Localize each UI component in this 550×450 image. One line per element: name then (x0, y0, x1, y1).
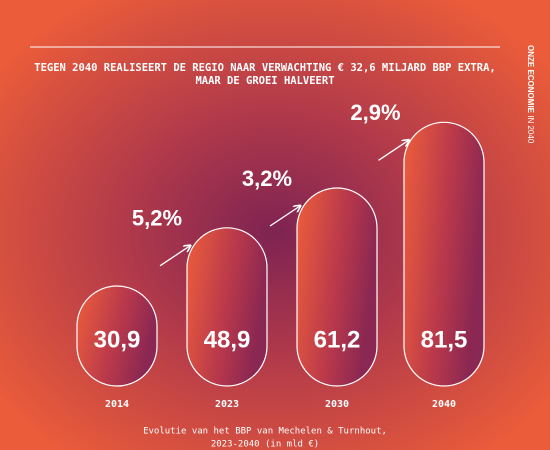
x-tick-label: 2014 (105, 399, 129, 410)
bar (186, 227, 268, 387)
side-label-normal: IN 2040 (526, 115, 535, 144)
value-label: 30,9 (94, 326, 141, 353)
caption-line: Evolutie van het BBP van Mechelen & Turn… (143, 427, 387, 437)
bar (296, 187, 378, 387)
value-label: 48,9 (204, 326, 251, 353)
value-label: 81,5 (421, 326, 468, 353)
value-label: 61,2 (314, 326, 361, 353)
growth-arrow (269, 206, 300, 227)
side-label: ONZE ECONOMIE IN 2040 (526, 45, 535, 144)
growth-label: 2,9% (350, 100, 400, 125)
growth-arrow (159, 246, 190, 267)
x-tick-label: 2040 (432, 399, 456, 410)
bar (403, 121, 485, 387)
growth-arrow (378, 140, 409, 161)
growth-label: 3,2% (242, 166, 292, 191)
title-line: TEGEN 2040 REALISEERT DE REGIO NAAR VERW… (34, 62, 495, 74)
side-label-bold: ONZE ECONOMIE (526, 45, 535, 114)
x-tick-label: 2023 (215, 399, 239, 410)
title-line: MAAR DE GROEI HALVEERT (195, 75, 334, 87)
bar (76, 285, 158, 387)
x-tick-label: 2030 (325, 399, 349, 410)
growth-label: 5,2% (132, 206, 182, 231)
caption-line: 2023-2040 (in mld €) (211, 440, 319, 450)
